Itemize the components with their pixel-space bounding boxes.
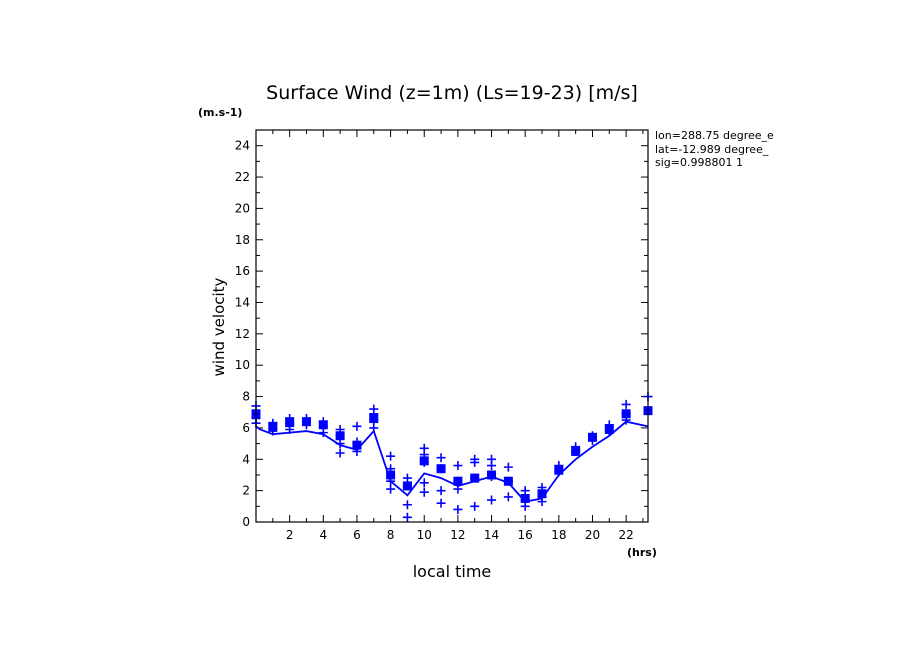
data-point-square (268, 421, 278, 431)
y-tick-label: 8 (242, 390, 250, 404)
y-axis-label: wind velocity (210, 277, 228, 376)
data-point-plus (453, 461, 463, 471)
data-marks (251, 392, 653, 522)
data-point-square (571, 446, 581, 456)
y-tick-label: 18 (235, 233, 250, 247)
y-tick-label: 14 (235, 295, 250, 309)
x-tick-label: 10 (417, 528, 432, 542)
y-tick-label: 12 (235, 327, 250, 341)
data-point-plus (436, 486, 446, 496)
x-tick-label: 4 (319, 528, 327, 542)
data-point-plus (335, 439, 345, 449)
data-point-plus (318, 428, 328, 438)
data-point-square (520, 493, 530, 503)
data-point-square (436, 464, 446, 474)
data-point-plus (487, 495, 497, 505)
data-point-plus (436, 498, 446, 508)
data-point-plus (487, 461, 497, 471)
data-point-plus (402, 500, 412, 510)
data-point-square (554, 465, 564, 475)
data-point-plus (537, 497, 547, 507)
data-point-square (301, 417, 311, 427)
annotation-sig: sig=0.998801 1 (655, 156, 743, 169)
data-point-plus (621, 399, 631, 409)
x-unit-label: (hrs) (627, 546, 657, 559)
data-point-square (318, 420, 328, 430)
data-point-square (487, 470, 497, 480)
y-tick-label: 20 (235, 201, 250, 215)
annotation-lon: lon=288.75 degree_e (655, 129, 774, 142)
data-point-square (621, 409, 631, 419)
x-tick-label: 8 (387, 528, 395, 542)
x-tick-label: 16 (518, 528, 533, 542)
data-point-plus (453, 504, 463, 514)
data-point-plus (470, 501, 480, 511)
data-point-square (352, 440, 362, 450)
x-tick-label: 14 (484, 528, 499, 542)
data-point-plus (285, 424, 295, 434)
data-point-square (587, 432, 597, 442)
data-point-square (369, 414, 379, 424)
data-point-square (604, 424, 614, 434)
x-tick-label: 12 (450, 528, 465, 542)
data-point-square (419, 456, 429, 466)
y-tick-label: 4 (242, 452, 250, 466)
series-line (255, 420, 649, 503)
data-point-plus (520, 486, 530, 496)
y-tick-label: 6 (242, 421, 250, 435)
data-point-square (470, 473, 480, 483)
data-point-plus (352, 421, 362, 431)
x-tick-label: 18 (551, 528, 566, 542)
data-point-plus (503, 492, 513, 502)
data-point-square (285, 417, 295, 427)
y-tick-label: 2 (242, 484, 250, 498)
x-tick-label: 6 (353, 528, 361, 542)
y-tick-label: 0 (242, 515, 250, 529)
y-tick-label: 16 (235, 264, 250, 278)
data-point-plus (369, 423, 379, 433)
data-point-plus (419, 478, 429, 488)
data-point-plus (402, 473, 412, 483)
data-point-plus (503, 462, 513, 472)
data-point-plus (386, 484, 396, 494)
data-point-plus (470, 457, 480, 467)
plot-frame (255, 129, 649, 523)
y-tick-label: 24 (235, 139, 250, 153)
annotation-lat: lat=-12.989 degree_ (655, 143, 769, 156)
x-tick-label: 22 (618, 528, 633, 542)
data-point-plus (402, 512, 412, 522)
y-tick-label: 10 (235, 358, 250, 372)
data-point-plus (436, 453, 446, 463)
data-point-plus (419, 487, 429, 497)
data-point-plus (520, 501, 530, 511)
data-point-plus (335, 448, 345, 458)
data-point-square (503, 476, 513, 486)
data-point-square (402, 481, 412, 491)
data-point-plus (453, 484, 463, 494)
data-point-plus (386, 451, 396, 461)
y-unit-label: (m.s-1) (198, 106, 242, 119)
x-tick-label: 20 (585, 528, 600, 542)
x-axis-label: local time (413, 562, 492, 581)
x-tick-label: 2 (286, 528, 294, 542)
chart-title: Surface Wind (z=1m) (Ls=19-23) [m/s] (266, 82, 638, 104)
data-point-square (537, 489, 547, 499)
data-point-square (386, 470, 396, 480)
data-point-square (335, 431, 345, 441)
data-point-square (453, 476, 463, 486)
y-tick-label: 22 (235, 170, 250, 184)
